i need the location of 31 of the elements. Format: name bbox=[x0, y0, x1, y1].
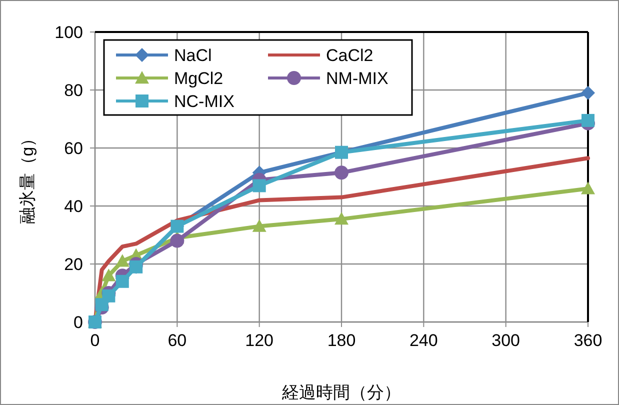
point bbox=[115, 254, 130, 267]
x-tick-label: 0 bbox=[90, 331, 100, 350]
point bbox=[252, 219, 266, 232]
point bbox=[116, 274, 129, 288]
legend-label: NM-MIX bbox=[326, 69, 388, 88]
point bbox=[581, 182, 595, 194]
point bbox=[102, 268, 116, 282]
y-tick-label: 20 bbox=[64, 255, 83, 274]
x-tick-label: 300 bbox=[492, 331, 520, 350]
x-tick-label: 180 bbox=[327, 331, 356, 350]
point bbox=[581, 86, 595, 100]
y-tick-label: 40 bbox=[64, 197, 83, 216]
x-tick-label: 240 bbox=[409, 331, 438, 350]
point bbox=[252, 179, 266, 192]
legend-label: NC-MIX bbox=[174, 92, 234, 111]
y-tick-label: 60 bbox=[64, 139, 83, 158]
y-tick-label: 0 bbox=[74, 313, 83, 332]
x-tick-label: 360 bbox=[574, 331, 602, 350]
x-tick-label: 60 bbox=[168, 331, 187, 350]
point bbox=[334, 212, 348, 225]
point bbox=[334, 166, 348, 180]
x-tick-label: 120 bbox=[245, 331, 274, 350]
point bbox=[170, 234, 184, 248]
y-tick-label: 80 bbox=[64, 81, 83, 100]
legend-label: MgCl2 bbox=[174, 69, 224, 88]
x-axis-title: 経過時間（分） bbox=[281, 383, 401, 402]
y-tick-label: 100 bbox=[54, 23, 83, 42]
y-axis-title: 融氷量（g） bbox=[18, 130, 37, 224]
point bbox=[582, 114, 594, 127]
legend-label: CaCl2 bbox=[326, 46, 374, 65]
legend-label: NaCl bbox=[174, 46, 212, 65]
